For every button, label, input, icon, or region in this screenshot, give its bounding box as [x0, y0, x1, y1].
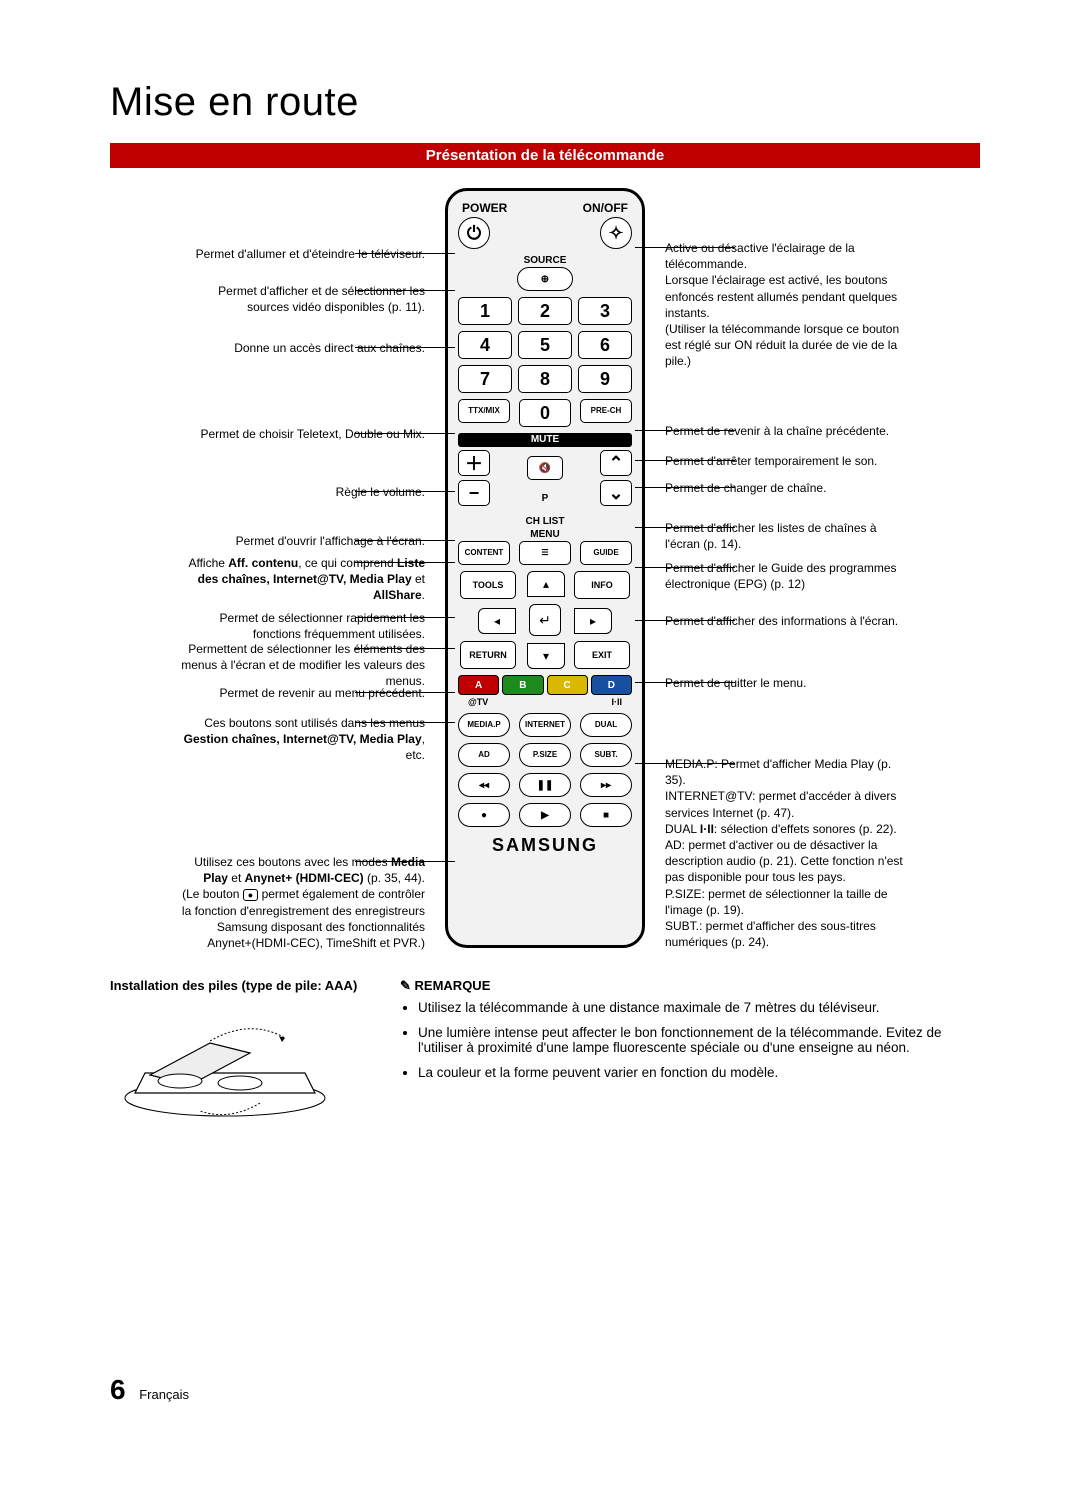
note-item-1: Une lumière intense peut affecter le bon…: [418, 1025, 980, 1055]
exit-button[interactable]: EXIT: [574, 641, 630, 669]
callout-right-2: Permet d'arrêter temporairement le son.: [665, 453, 910, 469]
dpad: TOOLS INFO RETURN EXIT ▴ ▾ ◂ ▸ ↵: [460, 571, 630, 669]
color-d[interactable]: D: [591, 675, 632, 695]
p-label: P: [542, 493, 549, 504]
callout-left-0: Permet d'allumer et d'éteindre le télévi…: [180, 246, 425, 262]
num-8[interactable]: 8: [518, 365, 572, 393]
return-button[interactable]: RETURN: [460, 641, 516, 669]
note-icon: ✎: [400, 978, 411, 993]
page-footer: 6 Français: [110, 1374, 189, 1406]
callout-left-11: Utilisez ces boutons avec les modes Medi…: [180, 854, 425, 951]
section-header: Présentation de la télécommande: [110, 143, 980, 168]
page-title: Mise en route: [110, 80, 980, 125]
notes-title: ✎ REMARQUE: [400, 978, 980, 994]
callout-right-8: MEDIA.P: Permet d'afficher Media Play (p…: [665, 756, 910, 950]
language-label: Français: [139, 1387, 189, 1402]
vol-down[interactable]: −: [458, 480, 490, 506]
num-7[interactable]: 7: [458, 365, 512, 393]
num-2[interactable]: 2: [518, 297, 572, 325]
transport-row-1: ◂◂ ❚❚ ▸▸: [458, 773, 632, 797]
ad-button[interactable]: AD: [458, 743, 510, 767]
note-item-0: Utilisez la télécommande à une distance …: [418, 1000, 980, 1015]
callout-left-9: Permet de revenir au menu précédent.: [180, 685, 425, 701]
callout-right-3: Permet de changer de chaîne.: [665, 480, 910, 496]
power-button[interactable]: ⏻: [458, 217, 490, 249]
transport-2[interactable]: ▸▸: [580, 773, 632, 797]
transport-1[interactable]: ❚❚: [519, 773, 571, 797]
menu-button[interactable]: ☰: [519, 541, 571, 565]
dual-button[interactable]: DUAL: [580, 713, 632, 737]
ch-up[interactable]: ⌃: [600, 450, 632, 476]
callout-left-4: Règle le volume.: [180, 484, 425, 500]
notes-list: Utilisez la télécommande à une distance …: [400, 1000, 980, 1080]
iii-label: I·II: [612, 697, 623, 707]
guide-button[interactable]: GUIDE: [580, 541, 632, 565]
content-button[interactable]: CONTENT: [458, 541, 510, 565]
enter-button[interactable]: ↵: [529, 604, 561, 636]
light-button[interactable]: ✧: [600, 217, 632, 249]
callout-right-7: Permet de quitter le menu.: [665, 675, 910, 691]
remote-diagram: POWER ON/OFF ⏻ ✧ SOURCE ⊕ 123 456 789 TTX/…: [110, 188, 980, 968]
source-label: SOURCE: [458, 255, 632, 266]
brand-label: SAMSUNG: [458, 835, 632, 856]
psize-button[interactable]: P.SIZE: [519, 743, 571, 767]
callout-left-1: Permet d'afficher et de sélectionner les…: [180, 283, 425, 315]
num-6[interactable]: 6: [578, 331, 632, 359]
callout-left-7: Permet de sélectionner rapidement les fo…: [180, 610, 425, 642]
transport-0[interactable]: ◂◂: [458, 773, 510, 797]
mute-label: MUTE: [458, 433, 632, 447]
battery-illustration: [110, 1003, 340, 1123]
arrow-down[interactable]: ▾: [527, 643, 565, 669]
source-button[interactable]: ⊕: [517, 267, 573, 291]
vol-up[interactable]: ＋: [458, 450, 490, 476]
arrow-right[interactable]: ▸: [574, 608, 612, 634]
menu-label: MENU: [458, 529, 632, 540]
color-c[interactable]: C: [547, 675, 588, 695]
atv-label: @TV: [468, 697, 488, 707]
callout-left-2: Donne un accès direct aux chaînes.: [180, 340, 425, 356]
info-button[interactable]: INFO: [574, 571, 630, 599]
transport-5[interactable]: ■: [580, 803, 632, 827]
number-pad: 123 456 789: [458, 297, 632, 393]
transport-row-2: ● ▶ ■: [458, 803, 632, 827]
callout-right-4: Permet d'afficher les listes de chaînes …: [665, 520, 910, 552]
transport-4[interactable]: ▶: [519, 803, 571, 827]
prech-button[interactable]: PRE-CH: [580, 399, 632, 423]
onoff-label: ON/OFF: [583, 201, 628, 215]
num-1[interactable]: 1: [458, 297, 512, 325]
num-9[interactable]: 9: [578, 365, 632, 393]
remote-body: POWER ON/OFF ⏻ ✧ SOURCE ⊕ 123 456 789 TTX/…: [445, 188, 645, 948]
ch-down[interactable]: ⌄: [600, 480, 632, 506]
num-3[interactable]: 3: [578, 297, 632, 325]
internet-button[interactable]: INTERNET: [519, 713, 571, 737]
arrow-left[interactable]: ◂: [478, 608, 516, 634]
mediap-button[interactable]: MEDIA.P: [458, 713, 510, 737]
callout-right-6: Permet d'afficher des informations à l'é…: [665, 613, 910, 629]
num-4[interactable]: 4: [458, 331, 512, 359]
chlist-label: CH LIST: [458, 516, 632, 527]
callout-left-3: Permet de choisir Teletext, Double ou Mi…: [180, 426, 425, 442]
num-5[interactable]: 5: [518, 331, 572, 359]
mute-button[interactable]: 🔇: [527, 456, 563, 480]
callout-right-1: Permet de revenir à la chaîne précédente…: [665, 423, 910, 439]
subt-button[interactable]: SUBT.: [580, 743, 632, 767]
note-item-2: La couleur et la forme peuvent varier en…: [418, 1065, 980, 1080]
color-buttons: ABCD: [458, 675, 632, 695]
arrow-up[interactable]: ▴: [527, 571, 565, 597]
tools-button[interactable]: TOOLS: [460, 571, 516, 599]
color-a[interactable]: A: [458, 675, 499, 695]
page-number: 6: [110, 1374, 126, 1405]
power-label: POWER: [462, 201, 507, 215]
battery-title: Installation des piles (type de pile: AA…: [110, 978, 370, 993]
callout-left-5: Permet d'ouvrir l'affichage à l'écran.: [180, 533, 425, 549]
callout-right-0: Active ou désactive l'éclairage de la té…: [665, 240, 910, 370]
color-b[interactable]: B: [502, 675, 543, 695]
callout-right-5: Permet d'afficher le Guide des programme…: [665, 560, 910, 592]
num-0[interactable]: 0: [519, 399, 571, 427]
ttxmix-button[interactable]: TTX/MIX: [458, 399, 510, 423]
transport-3[interactable]: ●: [458, 803, 510, 827]
